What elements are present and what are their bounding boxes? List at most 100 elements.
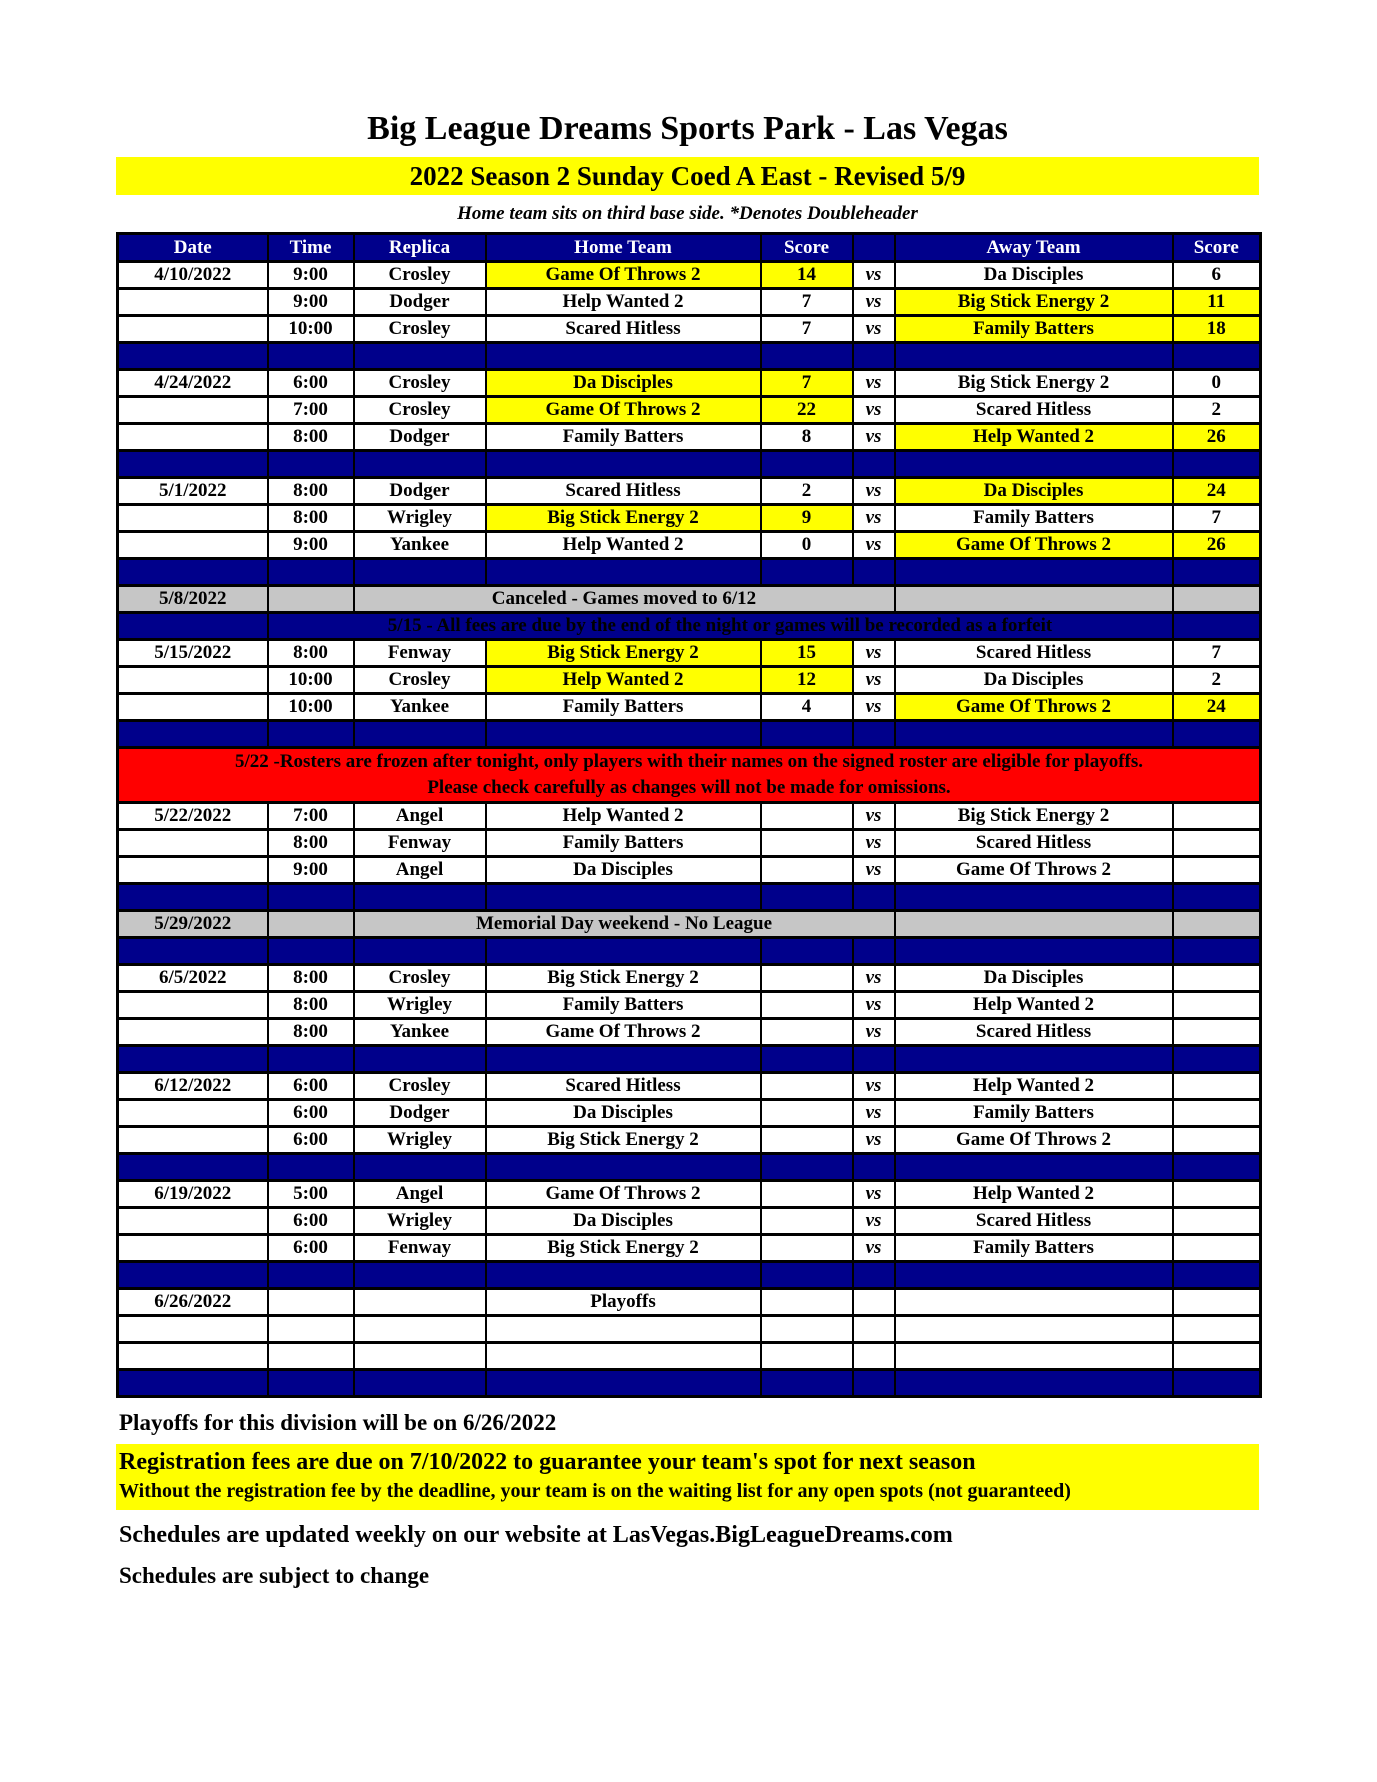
- replica-cell: Angel: [352, 855, 487, 885]
- replica-cell: Wrigley: [352, 1206, 487, 1236]
- replica-cell: Crosley: [352, 260, 487, 290]
- separator-cell: [1171, 341, 1262, 371]
- separator-cell: [893, 1044, 1174, 1074]
- game-row: 4/24/2022 6:00 Crosley Da Disciples 7 vs Big S…: [116, 368, 1262, 398]
- home-score-cell: [759, 855, 854, 885]
- away-score-cell: [1171, 909, 1262, 939]
- game-row: 8:00 Yankee Game Of Throws 2 vs Scared Hitle…: [116, 1017, 1262, 1047]
- away-team-cell: Family Batters: [893, 503, 1174, 533]
- date-cell: [116, 1341, 269, 1371]
- vs-label: vs: [851, 1233, 896, 1263]
- date-cell: [116, 692, 269, 722]
- home-score-cell: [759, 1179, 854, 1209]
- home-score-cell: [759, 1341, 854, 1371]
- schedule-table-body: 4/10/2022 9:00 Crosley Game Of Throws 2 14 vs…: [116, 260, 1262, 1398]
- separator-row: [116, 719, 1262, 749]
- separator-cell: [1171, 449, 1262, 479]
- time-cell: 9:00: [266, 530, 355, 560]
- separator-row: [116, 1044, 1262, 1074]
- notice-text: Canceled - Games moved to 6/12: [352, 584, 896, 614]
- away-score-cell: 11: [1171, 287, 1262, 317]
- home-team-cell: Playoffs: [484, 1287, 762, 1317]
- separator-row: [116, 1152, 1262, 1182]
- separator-cell: [266, 341, 355, 371]
- vs-label: vs: [851, 368, 896, 398]
- away-score-cell: [1171, 1233, 1262, 1263]
- time-cell: [266, 1314, 355, 1344]
- date-cell: [116, 314, 269, 344]
- separator-cell: [116, 449, 269, 479]
- replica-cell: Crosley: [352, 665, 487, 695]
- home-score-cell: [759, 801, 854, 831]
- away-team-cell: [893, 1314, 1174, 1344]
- notice-row-gray: 5/8/2022 Canceled - Games moved to 6/12: [116, 584, 1262, 614]
- home-team-cell: Family Batters: [484, 990, 762, 1020]
- vs-label: vs: [851, 314, 896, 344]
- time-cell: 8:00: [266, 828, 355, 858]
- date-cell: 6/19/2022: [116, 1179, 269, 1209]
- time-cell: 10:00: [266, 314, 355, 344]
- separator-cell: [1171, 1260, 1262, 1290]
- separator-cell: [352, 557, 487, 587]
- home-team-cell: Big Stick Energy 2: [484, 963, 762, 993]
- replica-cell: Fenway: [352, 1233, 487, 1263]
- away-score-cell: [1171, 828, 1262, 858]
- vs-label: vs: [851, 1179, 896, 1209]
- vs-label: vs: [851, 990, 896, 1020]
- separator-cell: [116, 936, 269, 966]
- date-cell: 5/22/2022: [116, 801, 269, 831]
- schedule-sheet: Big League Dreams Sports Park - Las Vega…: [116, 0, 1262, 1589]
- time-cell: 7:00: [266, 395, 355, 425]
- game-row: 6:00 Wrigley Da Disciples vs Scared Hitless: [116, 1206, 1262, 1236]
- separator-cell: [484, 557, 762, 587]
- home-team-note: Home team sits on third base side. *Deno…: [457, 203, 918, 224]
- game-row: 6:00 Dodger Da Disciples vs Family Batters: [116, 1098, 1262, 1128]
- date-cell: [116, 611, 269, 641]
- home-team-cell: Big Stick Energy 2: [484, 638, 762, 668]
- home-team-cell: Family Batters: [484, 692, 762, 722]
- home-score-column-header: Score: [759, 232, 854, 263]
- separator-cell: [851, 341, 896, 371]
- time-cell: 6:00: [266, 1206, 355, 1236]
- home-score-cell: [759, 1287, 854, 1317]
- vs-label: vs: [851, 1125, 896, 1155]
- home-team-cell: Help Wanted 2: [484, 665, 762, 695]
- separator-cell: [352, 882, 487, 912]
- vs-cell-empty: [851, 1287, 896, 1317]
- vs-label: vs: [851, 1017, 896, 1047]
- separator-cell: [851, 1152, 896, 1182]
- separator-cell: [484, 1044, 762, 1074]
- vs-label: vs: [851, 287, 896, 317]
- home-team-cell: Da Disciples: [484, 1098, 762, 1128]
- separator-cell: [851, 1260, 896, 1290]
- game-row: 6/5/2022 8:00 Crosley Big Stick Energy 2 vs D…: [116, 963, 1262, 993]
- separator-cell: [266, 882, 355, 912]
- game-row: 5/15/2022 8:00 Fenway Big Stick Energy 2 15 v…: [116, 638, 1262, 668]
- separator-cell: [266, 1260, 355, 1290]
- away-team-cell: Da Disciples: [893, 665, 1174, 695]
- game-row: 6:00 Fenway Big Stick Energy 2 vs Family Bat…: [116, 1233, 1262, 1263]
- registration-notice: Registration fees are due on 7/10/2022 t…: [116, 1444, 1259, 1510]
- home-score-cell: 22: [759, 395, 854, 425]
- replica-cell: [352, 1287, 487, 1317]
- date-cell: [116, 1017, 269, 1047]
- replica-cell: Dodger: [352, 1098, 487, 1128]
- home-team-cell: Da Disciples: [484, 1206, 762, 1236]
- game-row: 6:00 Wrigley Big Stick Energy 2 vs Game Of T…: [116, 1125, 1262, 1155]
- separator-cell: [1171, 1368, 1262, 1398]
- separator-cell: [116, 341, 269, 371]
- away-score-cell: 24: [1171, 692, 1262, 722]
- home-team-cell: Da Disciples: [484, 855, 762, 885]
- away-team-cell: Scared Hitless: [893, 828, 1174, 858]
- separator-cell: [893, 557, 1174, 587]
- separator-cell: [352, 1368, 487, 1398]
- time-cell: [266, 1341, 355, 1371]
- notice-text: Memorial Day weekend - No League: [352, 909, 896, 939]
- replica-cell: [352, 1314, 487, 1344]
- away-team-cell: Help Wanted 2: [893, 1071, 1174, 1101]
- home-team-cell: Help Wanted 2: [484, 801, 762, 831]
- away-team-cell: Scared Hitless: [893, 1206, 1174, 1236]
- replica-cell: Fenway: [352, 638, 487, 668]
- separator-cell: [851, 1368, 896, 1398]
- separator-cell: [893, 882, 1174, 912]
